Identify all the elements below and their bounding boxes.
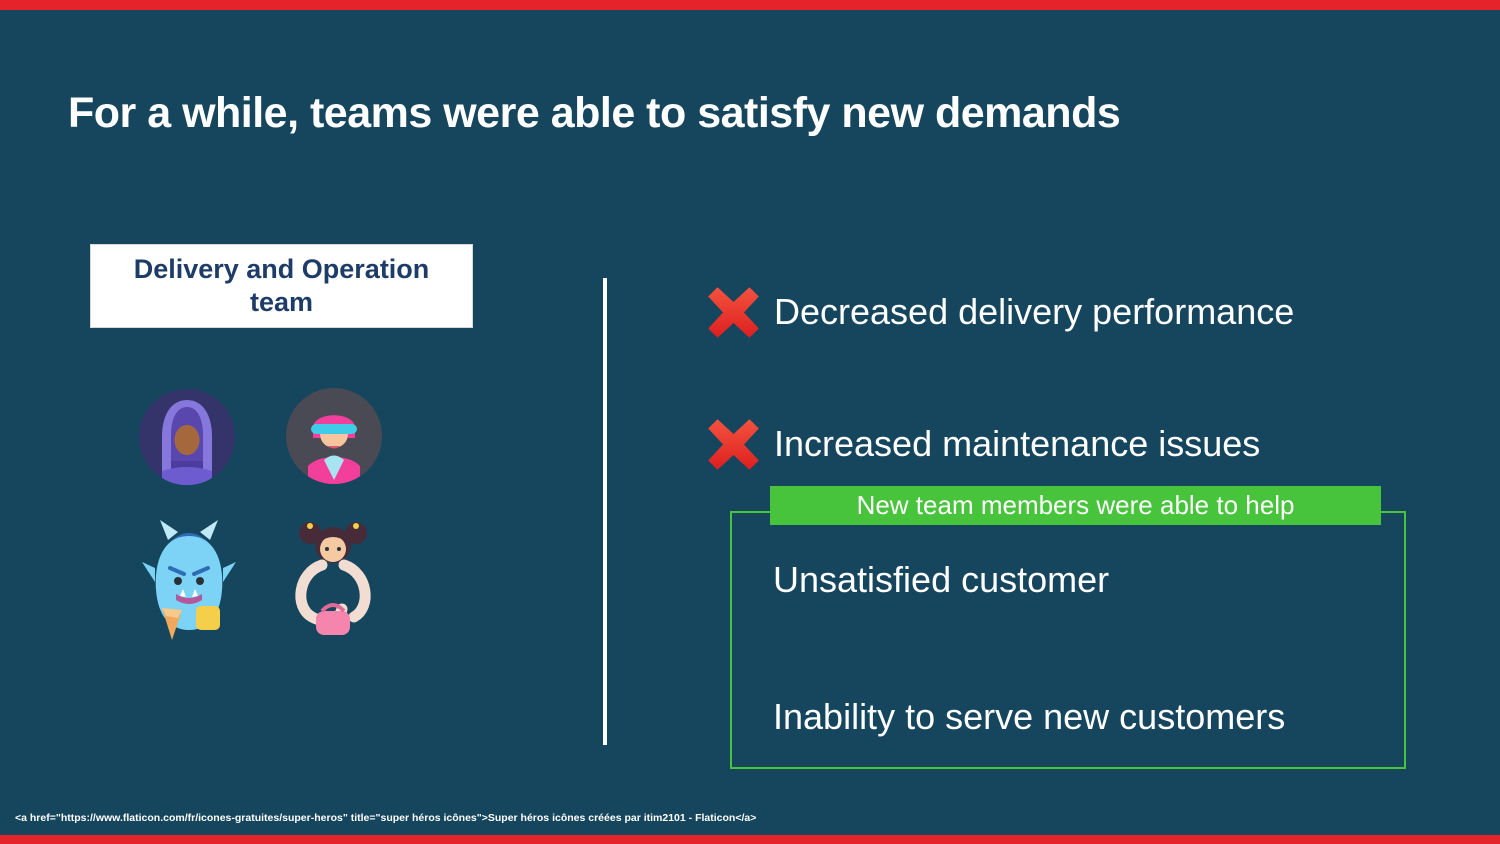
bottom-red-bar <box>0 835 1500 844</box>
slide-title: For a while, teams were able to satisfy … <box>68 88 1121 137</box>
flaticon-attribution: <a href="https://www.flaticon.com/fr/ico… <box>15 812 757 824</box>
team-box: Delivery and Operation team <box>90 244 473 328</box>
masked-hero-avatar-icon <box>284 386 384 486</box>
issue-label: Increased maintenance issues <box>774 423 1261 464</box>
boxed-issue-label: Unsatisfied customer <box>773 559 1110 600</box>
vertical-divider <box>603 278 607 745</box>
issue-row: Increased maintenance issues <box>706 416 1260 472</box>
team-box-label: Delivery and Operation team <box>133 254 430 317</box>
top-red-bar <box>0 0 1500 10</box>
ogre-hero-avatar-icon <box>138 512 240 644</box>
red-cross-icon <box>706 417 761 472</box>
hooded-hero-avatar-icon <box>137 387 237 487</box>
red-cross-icon <box>706 285 761 340</box>
issue-row: Decreased delivery performance <box>706 284 1294 340</box>
bun-girl-hero-avatar-icon <box>282 515 384 643</box>
boxed-issue-label: Inability to serve new customers <box>773 696 1286 737</box>
issue-label: Decreased delivery performance <box>774 291 1295 332</box>
help-banner: New team members were able to help <box>770 486 1381 525</box>
